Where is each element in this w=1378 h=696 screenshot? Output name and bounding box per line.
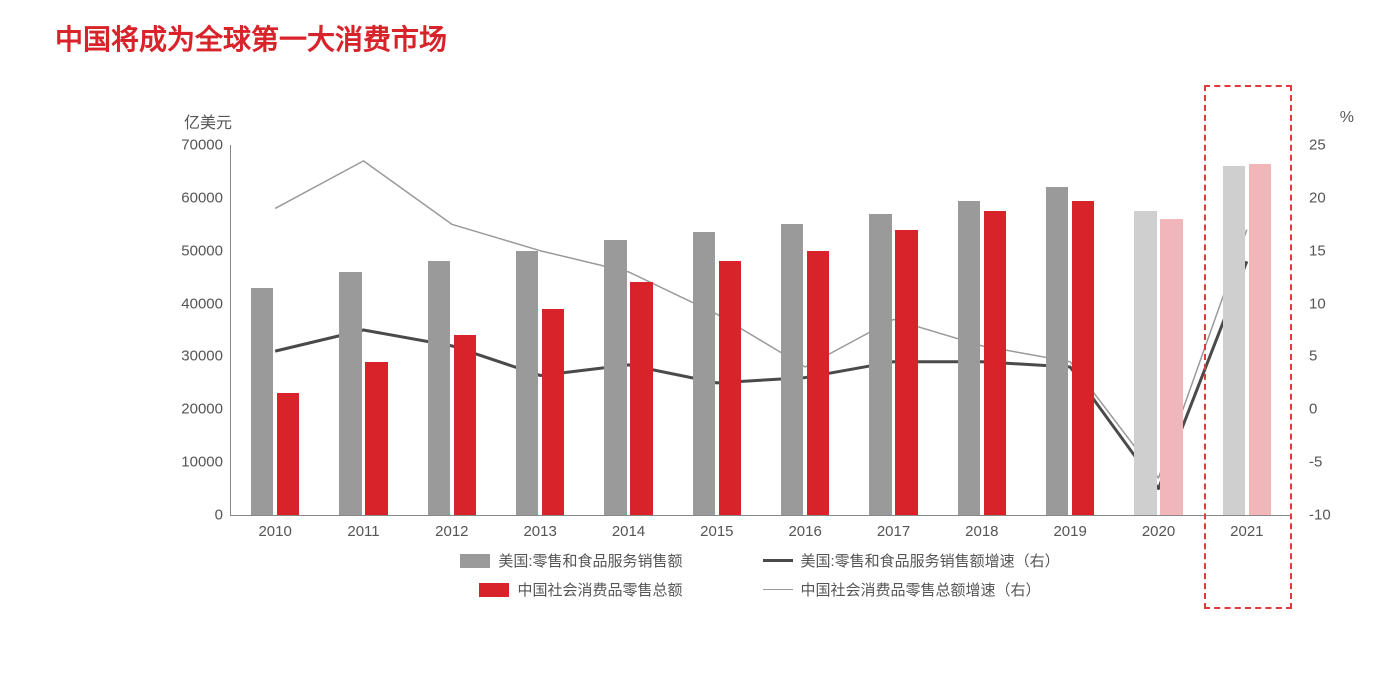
bar-us xyxy=(693,232,716,515)
xtick: 2013 xyxy=(523,515,556,540)
ytick-right: -5 xyxy=(1291,454,1322,471)
page-title: 中国将成为全球第一大消费市场 xyxy=(55,18,447,58)
xtick: 2015 xyxy=(700,515,733,540)
legend-item: 中国社会消费品零售总额增速（右） xyxy=(763,579,1041,600)
legend-line-icon xyxy=(763,589,793,590)
bar-china xyxy=(895,230,918,515)
ytick-left: 60000 xyxy=(181,189,231,206)
legend-label: 中国社会消费品零售总额增速（右） xyxy=(801,579,1041,600)
xtick: 2018 xyxy=(965,515,998,540)
legend-item: 美国:零售和食品服务销售额 xyxy=(460,550,682,571)
xtick: 2010 xyxy=(258,515,291,540)
ytick-right: 20 xyxy=(1291,189,1326,206)
ytick-left: 0 xyxy=(215,507,231,524)
bar-china xyxy=(365,362,388,515)
bar-china xyxy=(542,309,565,515)
ytick-left: 20000 xyxy=(181,401,231,418)
bar-china xyxy=(984,211,1007,515)
xtick: 2019 xyxy=(1053,515,1086,540)
legend-swatch xyxy=(479,583,509,597)
bar-us xyxy=(604,240,627,515)
xtick: 2011 xyxy=(347,515,379,540)
ytick-left: 30000 xyxy=(181,348,231,365)
bar-us xyxy=(428,261,451,515)
bar-china xyxy=(719,261,742,515)
line-overlay xyxy=(231,145,1291,515)
xtick: 2014 xyxy=(612,515,645,540)
ytick-left: 40000 xyxy=(181,295,231,312)
bar-china xyxy=(1072,201,1095,516)
xtick: 2012 xyxy=(435,515,468,540)
legend-swatch xyxy=(460,554,490,568)
legend: 美国:零售和食品服务销售额 美国:零售和食品服务销售额增速（右） 中国社会消费品零售… xyxy=(230,550,1290,608)
ytick-right: 15 xyxy=(1291,242,1326,259)
ytick-right: 5 xyxy=(1291,348,1317,365)
bar-us xyxy=(516,251,539,515)
legend-item: 美国:零售和食品服务销售额增速（右） xyxy=(763,550,1060,571)
y-right-label: % xyxy=(1340,109,1354,127)
bar-us xyxy=(1134,211,1157,515)
xtick: 2021 xyxy=(1230,515,1263,540)
bar-us xyxy=(869,214,892,515)
legend-label: 中国社会消费品零售总额 xyxy=(517,579,682,600)
ytick-right: 10 xyxy=(1291,295,1326,312)
growth-line xyxy=(275,261,1247,488)
plot-area: 010000200003000040000500006000070000-10-… xyxy=(230,145,1291,516)
bar-china xyxy=(277,393,300,515)
bar-china xyxy=(1160,219,1183,515)
ytick-right: 25 xyxy=(1291,137,1326,154)
ytick-left: 70000 xyxy=(181,137,231,154)
ytick-right: 0 xyxy=(1291,401,1317,418)
growth-line xyxy=(275,161,1247,478)
ytick-left: 50000 xyxy=(181,242,231,259)
bar-us xyxy=(1046,187,1069,515)
xtick: 2017 xyxy=(877,515,910,540)
xtick: 2016 xyxy=(788,515,821,540)
bar-china xyxy=(1249,164,1272,516)
legend-item: 中国社会消费品零售总额 xyxy=(479,579,682,600)
bar-china xyxy=(807,251,830,515)
legend-label: 美国:零售和食品服务销售额 xyxy=(498,550,682,571)
bar-us xyxy=(339,272,362,515)
bar-us xyxy=(781,224,804,515)
bar-us xyxy=(958,201,981,516)
bar-us xyxy=(251,288,274,515)
bar-china xyxy=(630,282,653,515)
ytick-left: 10000 xyxy=(181,454,231,471)
chart: 亿美元 % 0100002000030000400005000060000700… xyxy=(170,115,1320,655)
legend-label: 美国:零售和食品服务销售额增速（右） xyxy=(801,550,1060,571)
bar-us xyxy=(1223,166,1246,515)
xtick: 2020 xyxy=(1142,515,1175,540)
bar-china xyxy=(454,335,477,515)
legend-line-icon xyxy=(763,559,793,562)
y-left-label: 亿美元 xyxy=(184,109,232,133)
ytick-right: -10 xyxy=(1291,507,1331,524)
